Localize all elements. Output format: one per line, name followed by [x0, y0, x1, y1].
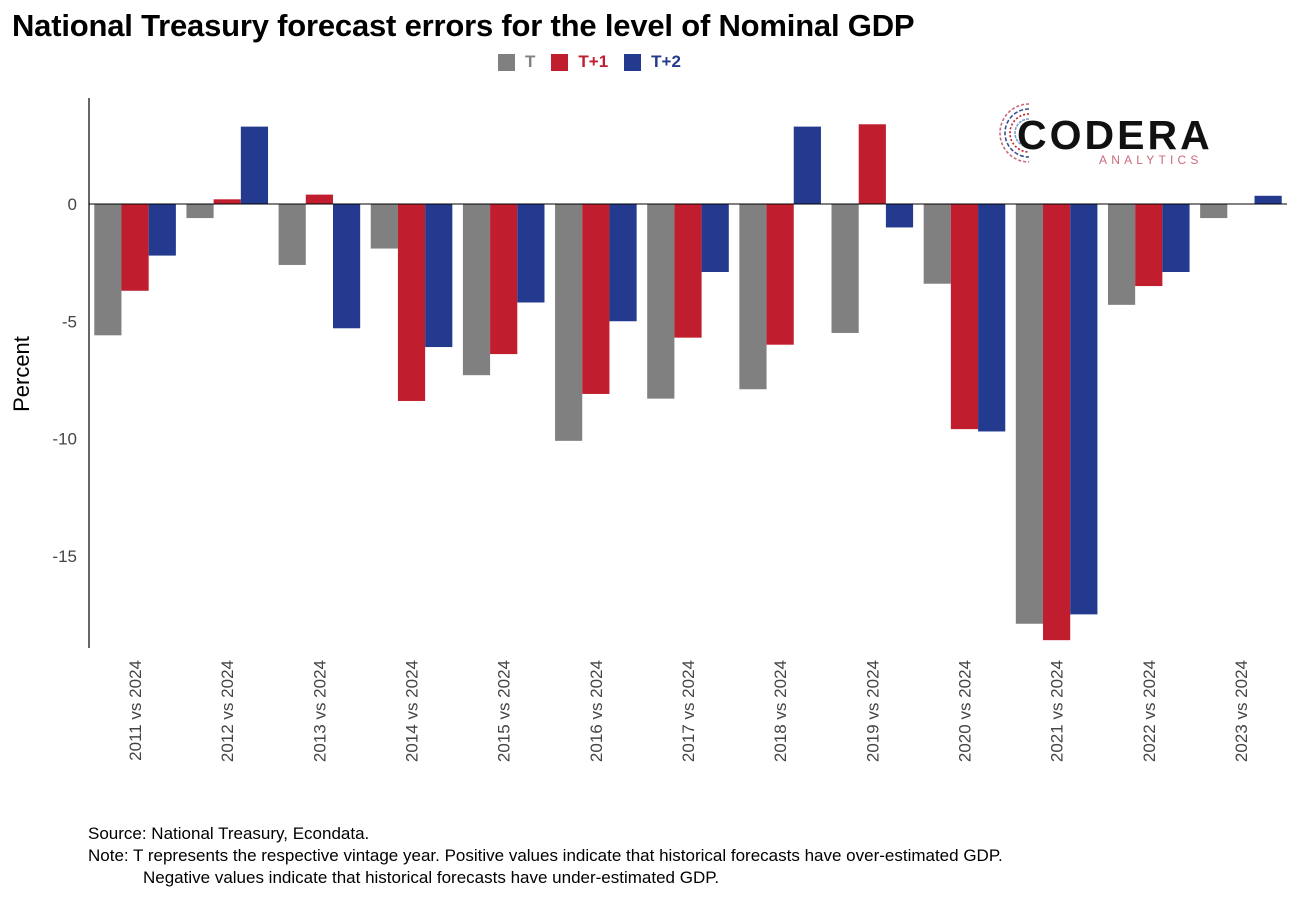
bar-tplus1-6: [674, 204, 702, 338]
bar-tplus1-2: [305, 194, 333, 204]
bar-tplus1-11: [1135, 204, 1163, 287]
x-tick-label: 2016 vs 2024: [587, 660, 606, 762]
x-tick-label: 2015 vs 2024: [495, 660, 514, 762]
bar-tplus1-0: [121, 204, 149, 291]
legend-label-t: T: [525, 52, 536, 71]
bar-t-2: [278, 204, 306, 265]
bar-tplus1-4: [490, 204, 518, 355]
bar-tplus2-6: [701, 204, 729, 273]
bar-t-10: [1015, 204, 1044, 624]
y-tick-label: -10: [52, 430, 77, 449]
bar-tplus2-8: [885, 204, 914, 228]
bar-tplus2-12: [1254, 195, 1282, 204]
bar-tplus1-3: [397, 204, 426, 401]
x-tick-label: 2017 vs 2024: [679, 660, 698, 762]
legend-item-t: T: [498, 52, 535, 72]
legend-item-t1: T+1: [551, 52, 608, 72]
x-tick-label: 2021 vs 2024: [1048, 660, 1067, 762]
bar-t-11: [1107, 204, 1136, 305]
x-tick-label: 2019 vs 2024: [863, 660, 882, 762]
bar-t-1: [186, 204, 214, 219]
legend-swatch-t: [498, 53, 515, 71]
bar-tplus2-3: [425, 204, 453, 348]
bar-tplus1-10: [1043, 204, 1071, 641]
bar-tplus2-10: [1070, 204, 1098, 615]
source-note: Source: National Treasury, Econdata.: [88, 824, 370, 843]
bar-tplus1-9: [950, 204, 979, 430]
y-tick-label: -15: [52, 547, 77, 566]
x-tick-label: 2020 vs 2024: [955, 660, 974, 762]
bar-tplus2-11: [1162, 204, 1190, 273]
bar-tplus2-5: [609, 204, 637, 322]
bar-tplus1-5: [582, 204, 610, 394]
chart-title: National Treasury forecast errors for th…: [12, 8, 915, 43]
legend-label-t1: T+1: [578, 52, 609, 71]
legend-swatch-t2: [624, 53, 642, 71]
legend-swatch-t1: [551, 53, 569, 71]
bar-t-6: [647, 204, 675, 399]
bar-t-12: [1200, 204, 1228, 219]
bar-tplus2-9: [978, 204, 1006, 432]
note-line-1: Note: T represents the respective vintag…: [88, 846, 1003, 865]
legend-item-t2: T+2: [624, 52, 681, 72]
legend: T T+1 T+2: [498, 52, 697, 72]
bar-t-9: [923, 204, 951, 284]
x-tick-label: 2013 vs 2024: [310, 660, 329, 762]
y-tick-label: -5: [62, 312, 77, 331]
footer: Source: National Treasury, Econdata. Not…: [88, 823, 1003, 889]
bar-tplus1-7: [766, 204, 794, 345]
logo-wordmark: CODERA: [1017, 112, 1213, 158]
legend-label-t2: T+2: [651, 52, 681, 71]
bar-tplus1-1: [213, 199, 241, 204]
logo-subtitle: ANALYTICS: [1099, 153, 1203, 167]
bar-t-0: [94, 204, 122, 336]
logo-mark-icon: [999, 103, 1030, 163]
bar-tplus2-7: [793, 126, 821, 204]
bar-t-5: [555, 204, 583, 441]
x-tick-label: 2018 vs 2024: [771, 660, 790, 762]
bar-t-4: [462, 204, 491, 376]
y-axis-title: Percent: [9, 336, 34, 412]
x-tick-label: 2023 vs 2024: [1232, 660, 1251, 762]
bar-tplus2-1: [240, 126, 269, 204]
bar-tplus2-4: [517, 204, 545, 303]
x-tick-label: 2011 vs 2024: [126, 660, 145, 761]
bar-t-8: [831, 204, 859, 333]
bar-tplus2-2: [332, 204, 361, 329]
bar-t-3: [370, 204, 398, 249]
x-tick-label: 2012 vs 2024: [218, 660, 237, 762]
bar-tplus1-8: [858, 124, 886, 204]
note-line-2: Negative values indicate that historical…: [143, 868, 720, 887]
y-tick-label: 0: [68, 195, 77, 214]
x-tick-label: 2014 vs 2024: [403, 660, 422, 762]
x-tick-label: 2022 vs 2024: [1140, 660, 1159, 762]
bar-t-7: [739, 204, 767, 390]
bar-tplus2-0: [148, 204, 176, 256]
codera-logo: CODERA ANALYTICS: [995, 98, 1220, 170]
